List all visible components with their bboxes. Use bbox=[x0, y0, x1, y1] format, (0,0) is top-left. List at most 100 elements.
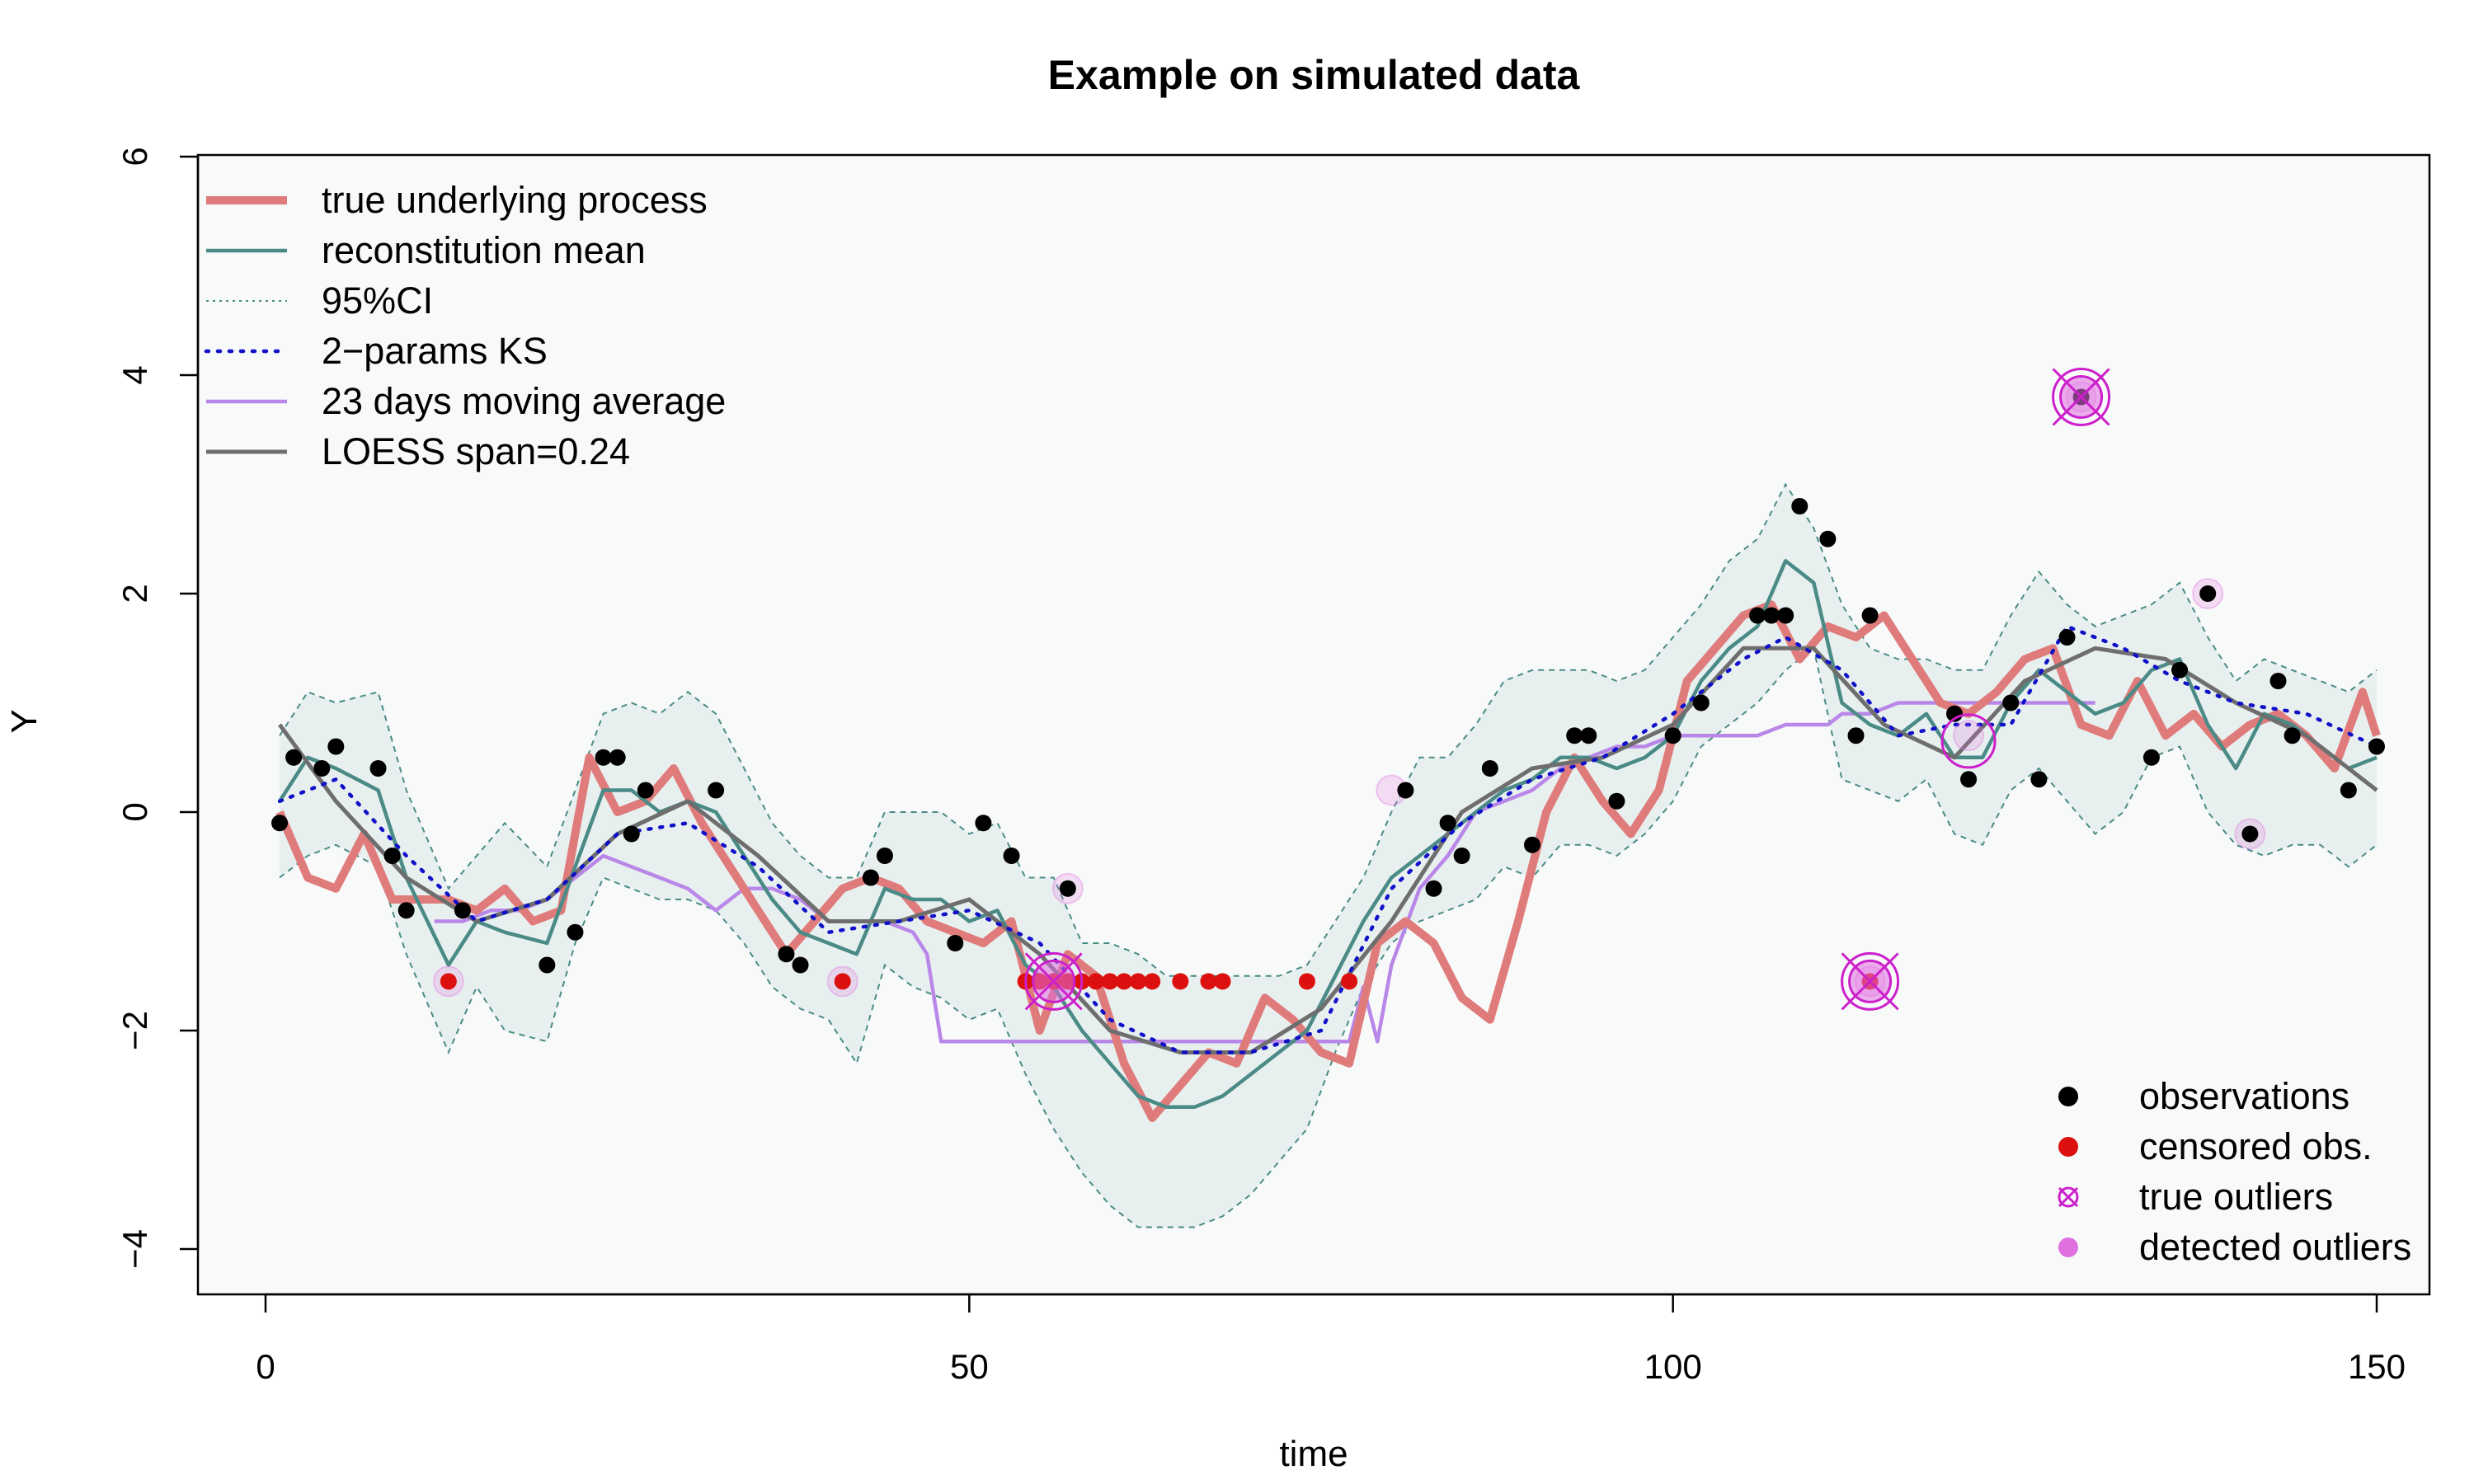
censored-point bbox=[1116, 973, 1133, 990]
ci-band-layer bbox=[279, 482, 2378, 1228]
legend-label-ks: 2−params KS bbox=[322, 330, 548, 372]
y-tick-label: 0 bbox=[115, 802, 154, 821]
observation-point bbox=[1608, 792, 1625, 810]
legend-label-censored: censored obs. bbox=[2139, 1125, 2373, 1167]
legend-swatch-outlier-cross bbox=[2058, 1186, 2079, 1208]
x-axis-label: time bbox=[1279, 1434, 1348, 1474]
y-tick-label: 6 bbox=[115, 147, 154, 166]
legend-label-obs: observations bbox=[2139, 1075, 2349, 1117]
y-tick-label: −4 bbox=[115, 1229, 154, 1269]
observation-point bbox=[2241, 825, 2259, 843]
true-outlier-cross bbox=[1024, 952, 1083, 1011]
observation-point bbox=[595, 749, 612, 766]
legend-swatch-obs bbox=[2058, 1087, 2078, 1106]
observation-point bbox=[1003, 848, 1020, 864]
observation-point bbox=[862, 869, 879, 886]
y-tick-label: 4 bbox=[115, 365, 154, 384]
observation-point bbox=[567, 923, 584, 941]
observation-point bbox=[2142, 749, 2160, 766]
legend-swatch-detected bbox=[2058, 1237, 2078, 1257]
observation-point bbox=[1960, 771, 1978, 788]
observation-point bbox=[2284, 727, 2301, 744]
legend-swatch-outlier bbox=[2058, 1186, 2079, 1208]
observation-point bbox=[1580, 727, 1597, 744]
observation-point bbox=[708, 782, 725, 799]
legend-top: true underlying process reconstitution me… bbox=[204, 179, 726, 472]
observation-point bbox=[778, 946, 795, 963]
observation-point bbox=[1763, 607, 1780, 624]
observation-point bbox=[1819, 530, 1837, 547]
observation-point bbox=[1664, 727, 1681, 744]
observation-point bbox=[609, 749, 626, 766]
observation-point bbox=[539, 956, 556, 974]
series-true-process-line bbox=[275, 600, 2381, 1122]
legend-label-ci: 95%CI bbox=[322, 279, 433, 322]
observation-point bbox=[637, 782, 654, 799]
observation-point bbox=[792, 956, 809, 974]
legend-label-loess: LOESS span=0.24 bbox=[322, 430, 630, 472]
observation-point bbox=[1791, 498, 1808, 514]
y-axis: −4 −2 0 2 4 6 bbox=[115, 147, 200, 1269]
true-outlier-cross bbox=[2052, 368, 2110, 426]
observation-point bbox=[313, 760, 331, 777]
legend-label-true: true underlying process bbox=[322, 179, 708, 221]
observation-point bbox=[454, 902, 471, 919]
observation-point bbox=[383, 848, 401, 864]
observation-point bbox=[1566, 727, 1583, 744]
ci-band-fill bbox=[280, 484, 2377, 1228]
legend-label-detected: detected outliers bbox=[2139, 1226, 2411, 1268]
observation-point bbox=[1777, 607, 1794, 624]
observation-point bbox=[1749, 607, 1766, 624]
observation-point bbox=[1524, 836, 1540, 853]
censored-point bbox=[1172, 973, 1189, 990]
observation-point bbox=[1439, 815, 1456, 832]
true-outlier-ring bbox=[1841, 951, 1900, 1011]
observation-point bbox=[1692, 694, 1710, 711]
observation-point bbox=[1847, 727, 1865, 744]
observation-point bbox=[2368, 738, 2385, 755]
observation-point bbox=[285, 749, 303, 766]
legend-label-outlier: true outliers bbox=[2139, 1176, 2333, 1218]
legend-swatch-censored bbox=[2058, 1137, 2078, 1157]
observation-point bbox=[1397, 782, 1414, 799]
observation-point bbox=[1059, 880, 1076, 897]
series-lines-layer bbox=[275, 559, 2381, 1122]
censored-point bbox=[1144, 973, 1161, 990]
censored-point bbox=[1214, 973, 1231, 990]
observation-point bbox=[947, 935, 964, 951]
observation-point bbox=[2269, 673, 2287, 689]
true-outlier-ring bbox=[1024, 951, 1084, 1011]
censored-point bbox=[1130, 973, 1147, 990]
censored-point bbox=[1341, 973, 1358, 990]
series-moving-average-line bbox=[434, 701, 2095, 1044]
x-tick-label: 150 bbox=[2348, 1347, 2406, 1386]
observation-point bbox=[2058, 629, 2076, 646]
censored-point bbox=[1087, 973, 1104, 990]
observation-point bbox=[327, 738, 345, 755]
observation-point bbox=[2340, 782, 2357, 799]
observation-point bbox=[2002, 694, 2020, 711]
true-outlier-ring bbox=[2052, 368, 2111, 426]
censored-point bbox=[440, 973, 457, 990]
censored-point bbox=[834, 973, 851, 990]
observation-point bbox=[369, 760, 387, 777]
y-tick-label: 2 bbox=[115, 584, 154, 603]
censored-point bbox=[1200, 973, 1217, 990]
y-axis-label: Y bbox=[4, 709, 45, 733]
ci-upper-line bbox=[279, 482, 2378, 977]
true-outlier-cross bbox=[1841, 952, 1899, 1011]
observation-point bbox=[623, 825, 640, 843]
detected-outlier-ring bbox=[1940, 713, 1997, 769]
legend-label-ma: 23 days moving average bbox=[322, 380, 726, 422]
legend-bottom: observations censored obs. true outliers de… bbox=[2058, 1075, 2411, 1268]
observation-point bbox=[271, 815, 289, 832]
observation-point bbox=[1453, 848, 1470, 864]
observation-point bbox=[876, 848, 893, 864]
chart-title: Example on simulated data bbox=[1048, 52, 1581, 98]
observation-point bbox=[1861, 607, 1879, 624]
observation-point bbox=[2030, 771, 2048, 788]
observation-point bbox=[975, 815, 992, 832]
series-ks-line bbox=[277, 624, 2379, 1054]
y-tick-label: −2 bbox=[115, 1011, 154, 1050]
